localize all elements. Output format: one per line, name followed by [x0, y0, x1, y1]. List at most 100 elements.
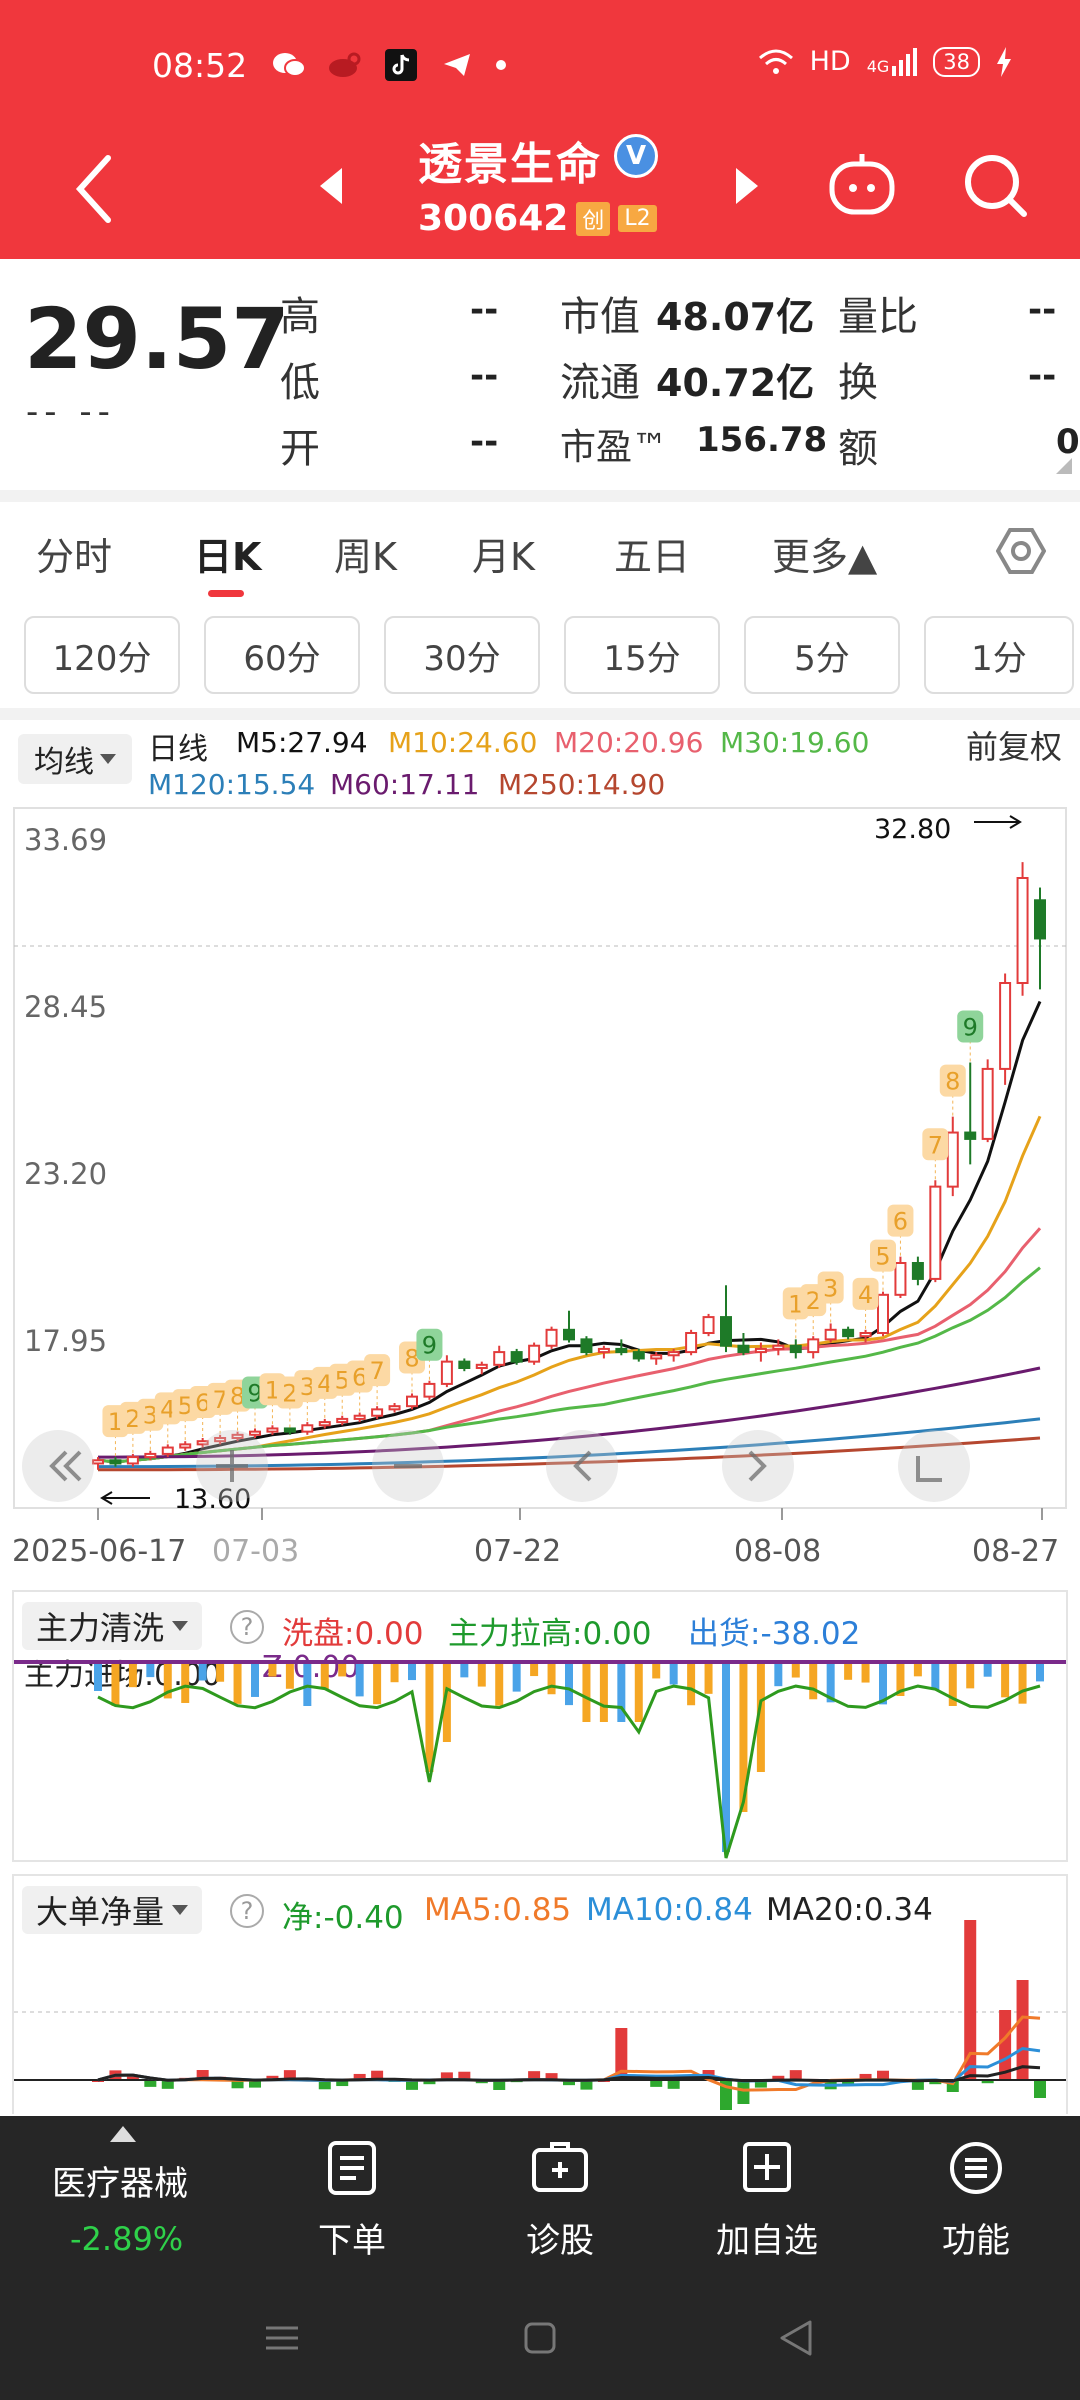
washout-bar	[669, 1662, 678, 1685]
sector-name[interactable]: 医疗器械	[52, 2164, 188, 2204]
robot-assistant-icon[interactable]	[826, 148, 898, 220]
weibo-icon	[328, 50, 362, 80]
tab-more[interactable]: 更多▲	[772, 535, 878, 579]
washout-bar	[547, 1662, 556, 1695]
divider	[0, 490, 1080, 502]
indicator-selector-2[interactable]: 大单净量	[22, 1886, 203, 1934]
price-change: -- --	[26, 392, 116, 432]
washout-bar	[791, 1662, 800, 1678]
washout-bar	[512, 1662, 521, 1692]
system-menu-icon[interactable]	[262, 2318, 302, 2358]
search-icon[interactable]	[962, 152, 1030, 220]
charging-icon	[997, 46, 1011, 77]
minute-120-button[interactable]: 120分	[24, 616, 180, 694]
washout-bar	[94, 1662, 102, 1691]
indicator-name-1: 主力清洗	[36, 1609, 165, 1647]
signal-count: 9	[247, 1379, 262, 1407]
candle-body	[179, 1443, 192, 1449]
candle-body	[632, 1351, 645, 1360]
net-volume-bar	[859, 2073, 872, 2080]
net-volume-bar	[737, 2080, 750, 2104]
scroll-left-control[interactable]	[22, 1430, 94, 1502]
signal-count: 5	[178, 1392, 193, 1420]
tab-weekly-k[interactable]: 周K	[334, 535, 397, 579]
signal-bubble	[887, 1204, 914, 1237]
signal-count: 9	[963, 1014, 978, 1042]
control-glyph	[916, 1456, 942, 1482]
system-back-icon[interactable]	[776, 2318, 816, 2358]
wifi-icon	[758, 49, 793, 74]
candle-body	[336, 1417, 349, 1424]
net-volume-bar	[772, 2075, 785, 2080]
adjust-mode-button[interactable]: 前复权	[965, 728, 1062, 766]
main-force-chart	[14, 1660, 1066, 1859]
tab-monthly-k[interactable]: 月K	[472, 535, 535, 579]
amount-value: 0	[1056, 422, 1080, 462]
washout-bar	[408, 1662, 416, 1681]
washout-bar	[565, 1662, 573, 1706]
big-order-chart	[14, 1920, 1066, 2110]
indicator-selector-1[interactable]: 主力清洗	[22, 1602, 203, 1650]
candle-body	[720, 1316, 732, 1347]
help-icon[interactable]: ?	[230, 1610, 264, 1644]
next-stock-icon[interactable]	[732, 166, 762, 206]
settings-hexagon-icon[interactable]	[996, 526, 1046, 576]
date-label-0722: 07-22	[474, 1534, 562, 1569]
tab-five-day[interactable]: 五日	[614, 535, 691, 579]
net-volume-bar	[650, 2080, 663, 2087]
signal-count: 9	[422, 1332, 437, 1360]
tab-daily-k[interactable]: 日K	[194, 535, 262, 579]
nav-functions-label: 功能	[942, 2221, 1010, 2261]
nav-functions[interactable]: 功能	[936, 2140, 1016, 2262]
expand-corner-icon[interactable]	[1056, 458, 1072, 474]
tab-intraday[interactable]: 分时	[36, 535, 113, 579]
sector-change: -2.89%	[70, 2220, 184, 2258]
signal-count: 2	[125, 1405, 140, 1433]
ma-selector[interactable]: 均线	[18, 734, 132, 784]
market-cap-label: 市值	[560, 294, 640, 340]
candle-body	[266, 1427, 279, 1433]
signal-count: 5	[875, 1243, 890, 1271]
candle-body	[423, 1382, 436, 1398]
minute-5-button[interactable]: 5分	[744, 616, 900, 694]
app-header: 08:52 HD 4G 38 透景生命 V 300642 创 L2	[0, 0, 1080, 259]
fullscreen-control[interactable]	[898, 1430, 970, 1502]
zoom-out-control[interactable]	[372, 1430, 444, 1502]
nav-order[interactable]: 下单	[312, 2140, 392, 2262]
ma20-value: M20:20.96	[554, 726, 704, 759]
ma10-net-value: MA10:0.84	[586, 1892, 753, 1928]
candle-body	[877, 1293, 889, 1335]
minute-15-button[interactable]: 15分	[564, 616, 720, 694]
high-value: --	[470, 290, 499, 330]
diagnose-icon	[532, 2142, 588, 2192]
minute-30-button[interactable]: 30分	[384, 616, 540, 694]
next-control[interactable]	[722, 1430, 794, 1502]
signal-count: 3	[300, 1373, 315, 1401]
battery-icon: 38	[933, 46, 980, 77]
zoom-in-control[interactable]	[196, 1430, 268, 1502]
net-value: 净:-0.40	[282, 1900, 404, 1936]
ma-selector-label: 均线	[34, 745, 94, 780]
system-home-icon[interactable]	[520, 2318, 560, 2358]
net-volume-bar	[929, 2080, 942, 2085]
candle-body	[545, 1328, 558, 1347]
candle-body	[842, 1328, 855, 1338]
y-tick-label: 17.95	[24, 1324, 107, 1358]
washout-bar	[844, 1662, 853, 1680]
nav-add-watchlist[interactable]: 加自选	[712, 2140, 822, 2262]
ma120-value: M120:15.54	[148, 768, 316, 801]
net-volume-bar	[406, 2080, 418, 2090]
prev-control[interactable]	[546, 1430, 618, 1502]
caret-up-icon[interactable]	[110, 2126, 136, 2142]
min-price-marker: 13.60	[174, 1484, 251, 1515]
y-tick-label: 28.45	[24, 990, 107, 1024]
help-icon[interactable]: ?	[230, 1894, 264, 1928]
minute-60-button[interactable]: 60分	[204, 616, 360, 694]
washout-bar	[879, 1662, 887, 1705]
nav-diagnose[interactable]: 诊股	[520, 2140, 600, 2262]
prev-stock-icon[interactable]	[316, 166, 346, 206]
minute-1-button[interactable]: 1分	[924, 616, 1074, 694]
ma250-line	[98, 1436, 1041, 1472]
back-arrow-icon[interactable]	[72, 154, 116, 224]
